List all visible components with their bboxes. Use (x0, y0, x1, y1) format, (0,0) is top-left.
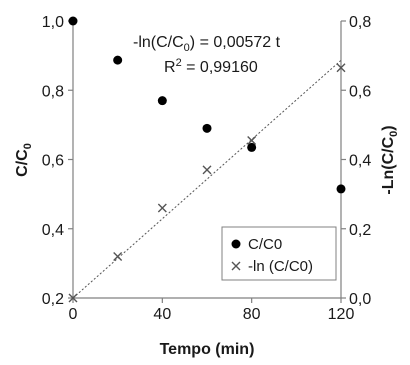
equation-prefix: -ln(C/C (133, 34, 184, 51)
y-axis-left-title: C/C0 (14, 143, 34, 177)
r-squared: R2 = 0,99160 (164, 57, 258, 76)
series-2-point (202, 165, 212, 175)
data-marks (68, 16, 346, 303)
legend-label-series-2: -ln (C/C0) (248, 258, 313, 275)
tick-labels: 0 40 80 120 0,2 0,4 0,6 0,8 1,0 0,0 0,2 0,4 0,6 0,8 (42, 14, 372, 323)
y-axis-right-title: -Ln(C/C0) (380, 125, 400, 194)
y-axis-right-title-end: ) (380, 125, 397, 130)
y-right-tick-label: 0,0 (349, 291, 371, 308)
regression-equation: -ln(C/C0) = 0,00572 t (133, 34, 281, 54)
y-left-tick-label: 0,6 (42, 153, 64, 170)
y-axis-right-title-main: -Ln(C/C (380, 136, 397, 194)
y-axis-right-title-sub: 0 (388, 131, 400, 137)
y-right-tick-label: 0,8 (349, 14, 371, 31)
x-tick-label: 0 (69, 306, 78, 323)
legend: C/C0 -ln (C/C0) (221, 226, 337, 281)
x-tick-label: 120 (328, 306, 355, 323)
series-1-point (68, 16, 78, 26)
y-right-tick-label: 0,4 (349, 153, 371, 170)
r2-sup: 2 (176, 57, 182, 69)
series-1-point (113, 55, 123, 65)
series-1-point (336, 184, 346, 194)
series-2-point (247, 135, 257, 145)
x-axis-title: Tempo (min) (160, 341, 255, 358)
legend-label-series-1: C/C0 (248, 236, 282, 253)
x-tick-label: 40 (153, 306, 171, 323)
series-2-point (336, 63, 346, 73)
y-left-tick-label: 0,4 (42, 222, 64, 239)
legend-marker-x (231, 261, 241, 271)
series-2-point (113, 251, 123, 261)
equation-suffix: ) = 0,00572 t (190, 34, 281, 51)
series-1-point (157, 96, 167, 106)
x-tick-label: 80 (243, 306, 261, 323)
series-1-point (247, 142, 257, 152)
legend-box (221, 226, 337, 281)
y-left-tick-label: 1,0 (42, 14, 64, 31)
r2-prefix: R (164, 59, 176, 76)
y-left-tick-label: 0,2 (42, 291, 64, 308)
series-1-point (202, 123, 212, 133)
series-2-point (68, 293, 78, 303)
y-axis-left-title-sub: 0 (22, 143, 34, 149)
y-left-tick-label: 0,8 (42, 83, 64, 100)
equation-sub: 0 (184, 42, 190, 54)
y-right-tick-label: 0,2 (349, 222, 371, 239)
y-right-tick-label: 0,6 (349, 83, 371, 100)
r2-suffix: = 0,99160 (182, 59, 258, 76)
y-axis-left-title-main: C/C (14, 149, 31, 177)
series-2-point (157, 203, 167, 213)
legend-marker-circle (231, 239, 241, 249)
